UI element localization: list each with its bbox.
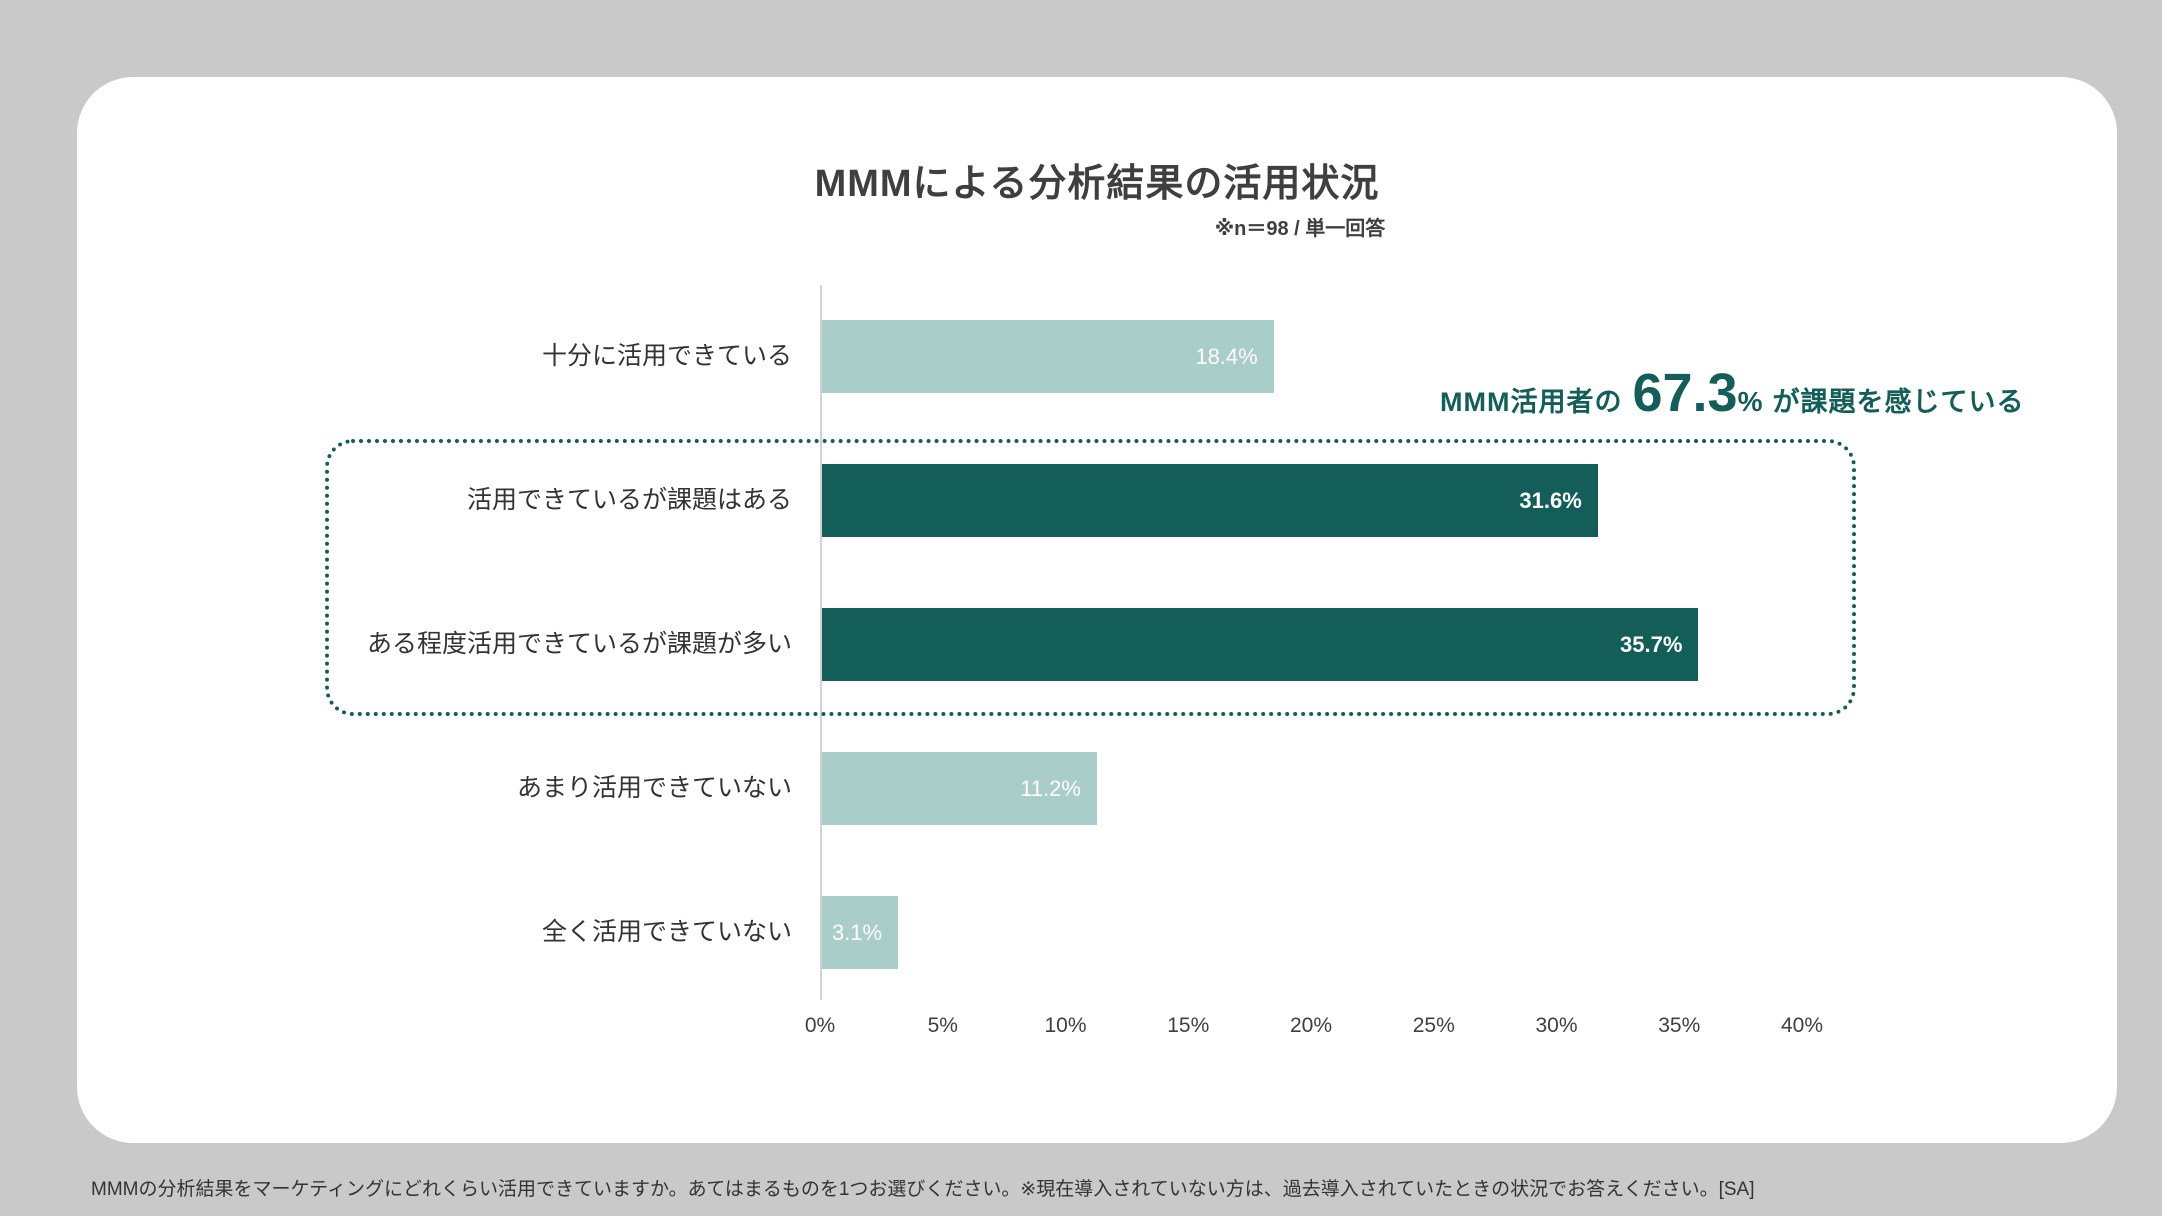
- x-axis-tick-label: 15%: [1167, 1014, 1210, 1037]
- x-axis-tick-label: 5%: [927, 1014, 958, 1037]
- x-axis-tick-label: 25%: [1412, 1014, 1455, 1037]
- chart-title: MMMによる分析結果の活用状況: [814, 163, 1380, 205]
- footnote: MMMの分析結果をマーケティングにどれくらい活用できていますか。あてはまるものを…: [91, 1179, 1755, 1200]
- annotation-prefix: MMM活用者の: [1440, 387, 1623, 417]
- category-label: 十分に活用できている: [541, 342, 792, 370]
- x-axis-tick-label: 10%: [1044, 1014, 1087, 1037]
- category-label: あまり活用できていない: [516, 774, 792, 802]
- y-axis-line: [820, 285, 822, 1000]
- bar: 18.4%: [822, 320, 1274, 393]
- x-axis-tick-label: 35%: [1658, 1014, 1701, 1037]
- highlight-outline: [325, 439, 1856, 716]
- bar: 35.7%: [822, 608, 1699, 681]
- chart-subtitle: ※n＝98 / 単一回答: [1214, 218, 1386, 240]
- x-axis-tick-label: 30%: [1535, 1014, 1578, 1037]
- bar-value-label: 11.2%: [1020, 776, 1081, 801]
- annotation-unit: %: [1737, 386, 1763, 417]
- category-label: ある程度活用できているが課題が多い: [366, 630, 792, 658]
- category-label: 活用できているが課題はある: [466, 486, 792, 514]
- bar-value-label: 18.4%: [1195, 344, 1258, 369]
- highlight-annotation: MMM活用者の 67.3 % が課題を感じている: [1440, 362, 2025, 424]
- category-label: 全く活用できていない: [541, 918, 792, 946]
- x-axis-tick-label: 20%: [1289, 1014, 1333, 1037]
- x-axis-tick-label: 40%: [1780, 1014, 1824, 1037]
- bar: 3.1%: [822, 896, 899, 969]
- x-axis-tick-label: 0%: [804, 1014, 836, 1037]
- annotation-value: 67.3: [1632, 363, 1738, 423]
- bar-value-label: 35.7%: [1620, 632, 1683, 657]
- bar: 11.2%: [822, 752, 1097, 825]
- annotation-suffix: が課題を感じている: [1772, 387, 2025, 417]
- bar: 31.6%: [822, 464, 1598, 537]
- bar-value-label: 3.1%: [831, 920, 883, 945]
- bar-value-label: 31.6%: [1519, 488, 1582, 513]
